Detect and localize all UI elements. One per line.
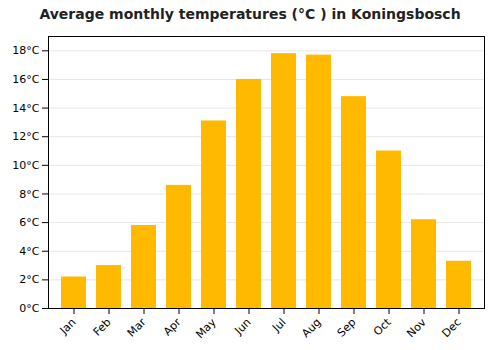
svg-text:8°C: 8°C <box>19 187 39 200</box>
svg-text:Apr: Apr <box>161 315 184 338</box>
html-text:Average monthly temperatures (: Average monthly temperatures (°C ) in Ko… <box>39 6 461 22</box>
svg-text:Feb: Feb <box>91 316 114 339</box>
svg-text:Aug: Aug <box>299 316 323 340</box>
svg-text:Dec: Dec <box>439 316 463 340</box>
svg-text:12°C: 12°C <box>12 130 39 143</box>
svg-text:14°C: 14°C <box>12 102 39 115</box>
svg-text:Jul: Jul <box>269 316 288 335</box>
svg-text:18°C: 18°C <box>12 44 39 57</box>
svg-text:16°C: 16°C <box>12 73 39 86</box>
svg-text:4°C: 4°C <box>19 245 39 258</box>
svg-text:Jun: Jun <box>232 316 254 338</box>
svg-text:0°C: 0°C <box>19 302 39 315</box>
svg-text:Nov: Nov <box>404 315 429 340</box>
svg-text:Jan: Jan <box>57 316 79 338</box>
svg-text:Sep: Sep <box>335 316 359 340</box>
svg-text:Mar: Mar <box>125 315 149 339</box>
svg-text:10°C: 10°C <box>12 159 39 172</box>
svg-text:May: May <box>193 315 219 341</box>
svg-text:Oct: Oct <box>371 315 394 338</box>
svg-text:6°C: 6°C <box>19 216 39 229</box>
svg-text:2°C: 2°C <box>19 273 39 286</box>
